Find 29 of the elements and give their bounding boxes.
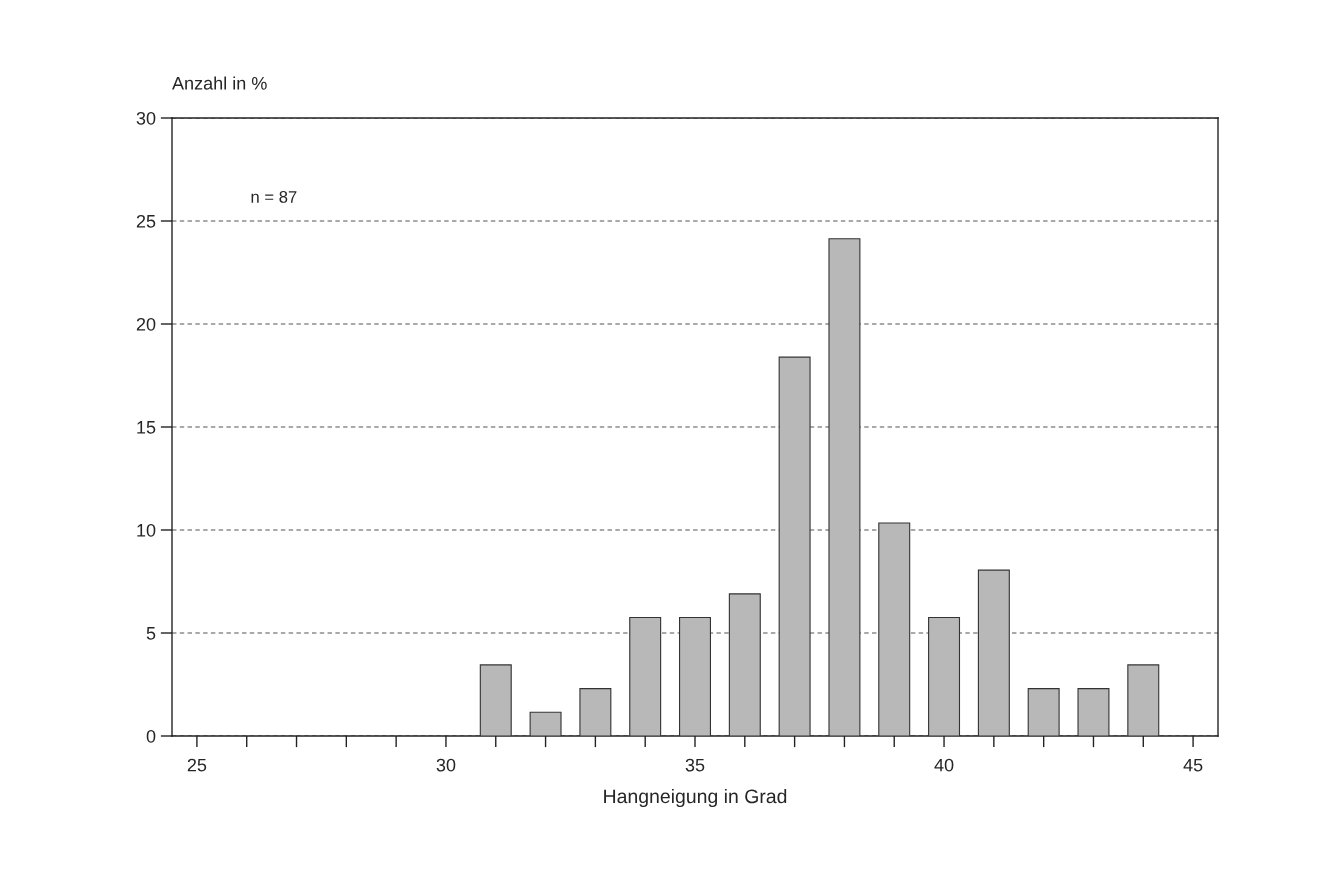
y-tick-label: 25: [136, 214, 156, 228]
bar: [1077, 688, 1110, 736]
bar: [778, 356, 811, 736]
annotation: n = 87: [251, 191, 297, 203]
bar: [878, 522, 911, 736]
bar: [1027, 688, 1060, 736]
x-axis-title: Hangneigung in Grad: [604, 788, 787, 808]
bar: [728, 593, 761, 736]
bar: [479, 664, 512, 736]
x-tick-label: 35: [685, 758, 705, 772]
y-axis-title: Anzahl in %: [172, 76, 267, 90]
y-tick-label: 10: [137, 523, 156, 537]
x-tick-label: 25: [187, 758, 207, 772]
bar: [629, 616, 662, 736]
y-tick-label: 30: [136, 111, 156, 125]
y-tick-label: 20: [136, 317, 156, 331]
y-tick-label: 0: [146, 729, 156, 743]
x-tick-label: 45: [1183, 758, 1203, 772]
y-tick-label: 5: [146, 627, 156, 640]
bar: [977, 569, 1010, 736]
x-tick-label: 40: [934, 758, 954, 772]
y-tick-label: 15: [137, 421, 156, 434]
bar: [828, 238, 861, 736]
bar: [928, 616, 961, 736]
bar: [1127, 664, 1160, 736]
bar: [579, 688, 612, 736]
bar: [529, 711, 562, 736]
x-tick-label: 30: [436, 758, 456, 772]
bar: [679, 616, 711, 736]
